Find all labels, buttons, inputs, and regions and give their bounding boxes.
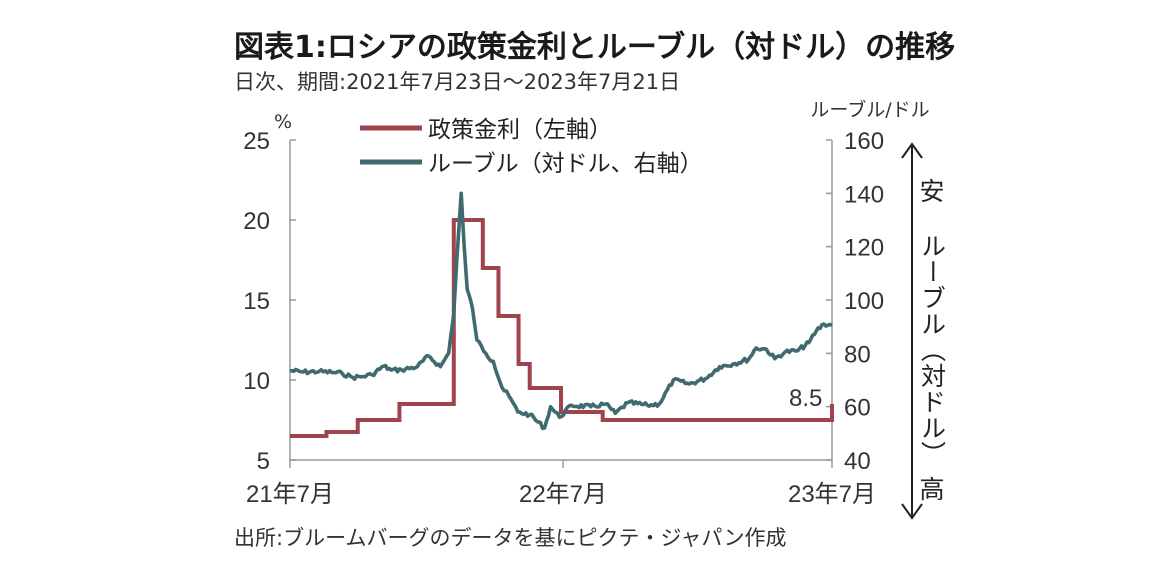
right-tick-label: 60	[844, 395, 871, 422]
x-tick-label: 22年7月	[519, 481, 607, 508]
left-axis-unit: %	[274, 111, 292, 133]
side-label-ruble: ルーブル（対ドル）	[918, 233, 947, 467]
side-label-expensive: 高	[919, 475, 944, 504]
left-tick-label: 25	[243, 128, 270, 155]
left-tick-label: 15	[243, 288, 270, 315]
right-tick-label: 40	[844, 448, 871, 475]
x-tick-label: 21年7月	[246, 481, 334, 508]
left-tick-label: 10	[243, 368, 270, 395]
series-line-ruble	[289, 191, 833, 431]
right-y-ticks: 160 140 120 100 80 60 40	[826, 128, 884, 475]
legend: 政策金利（左軸） ルーブル（対ドル、右軸）	[360, 117, 703, 177]
right-axis-unit: ルーブル/ドル	[810, 98, 929, 121]
chart-title: 図表1:ロシアの政策金利とルーブル（対ドル）の推移	[234, 30, 956, 65]
x-tick-label: 23年7月	[788, 481, 876, 508]
chart-source: 出所:ブルームバーグのデータを基にピクテ・ジャパン作成	[234, 526, 787, 550]
side-label-cheap: 安	[919, 177, 944, 206]
series-layer	[289, 191, 834, 438]
right-tick-label: 80	[844, 341, 871, 368]
series-line-policy-rate	[290, 218, 834, 438]
legend-label-ruble: ルーブル（対ドル、右軸）	[428, 151, 703, 177]
rate-annotation: 8.5	[789, 385, 822, 412]
right-tick-label: 120	[844, 235, 884, 262]
legend-label-rate: 政策金利（左軸）	[428, 117, 612, 143]
left-y-ticks: 25 20 15 10 5	[243, 128, 296, 475]
right-tick-label: 140	[844, 181, 884, 208]
left-tick-label: 5	[257, 448, 270, 475]
chart-subtitle: 日次、期間:2021年7月23日～2023年7月21日	[234, 70, 681, 94]
right-tick-label: 160	[844, 128, 884, 155]
x-ticks: 21年7月 22年7月 23年7月	[246, 460, 876, 508]
right-tick-label: 100	[844, 288, 884, 315]
direction-arrow	[901, 142, 923, 520]
left-tick-label: 20	[243, 208, 270, 235]
